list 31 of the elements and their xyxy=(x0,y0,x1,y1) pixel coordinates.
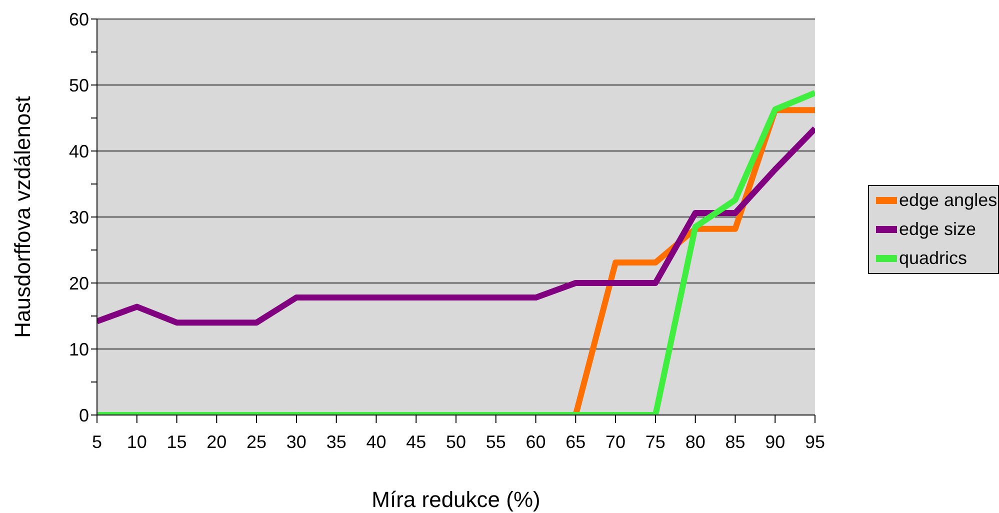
y-tick-label: 20 xyxy=(68,273,89,294)
x-tick-label: 60 xyxy=(526,432,546,452)
x-tick-label: 65 xyxy=(566,432,586,452)
x-tick-label: 15 xyxy=(166,432,187,452)
y-tick-label: 10 xyxy=(68,339,89,360)
x-tick-label: 40 xyxy=(366,432,386,452)
y-axis-title: Hausdorffova vzdálenost xyxy=(10,96,35,338)
y-tick-label: 30 xyxy=(68,207,89,228)
x-tick-label: 55 xyxy=(486,432,506,452)
x-tick-label: 50 xyxy=(446,432,466,452)
x-tick-label: 35 xyxy=(326,432,346,452)
y-tick-label: 60 xyxy=(68,9,89,30)
y-tick-label: 50 xyxy=(68,75,89,96)
x-tick-label: 30 xyxy=(286,432,306,452)
x-tick-label: 20 xyxy=(206,432,227,452)
legend-label: edge size xyxy=(899,219,976,240)
y-tick-label: 0 xyxy=(78,405,89,426)
x-tick-label: 80 xyxy=(685,432,706,452)
x-tick-label: 5 xyxy=(92,432,102,452)
y-tick-label: 40 xyxy=(68,141,89,162)
x-tick-label: 10 xyxy=(126,432,147,452)
legend-label: quadrics xyxy=(899,248,968,269)
x-tick-label: 95 xyxy=(804,432,826,452)
legend-label: edge angles xyxy=(899,190,998,211)
x-tick-label: 45 xyxy=(406,432,426,452)
x-tick-label: 25 xyxy=(246,432,267,452)
x-tick-label: 90 xyxy=(765,432,786,452)
x-tick-label: 70 xyxy=(606,432,626,452)
x-tick-label: 75 xyxy=(645,432,666,452)
x-tick-label: 85 xyxy=(725,432,746,452)
x-axis-title: Míra redukce (%) xyxy=(372,487,540,512)
